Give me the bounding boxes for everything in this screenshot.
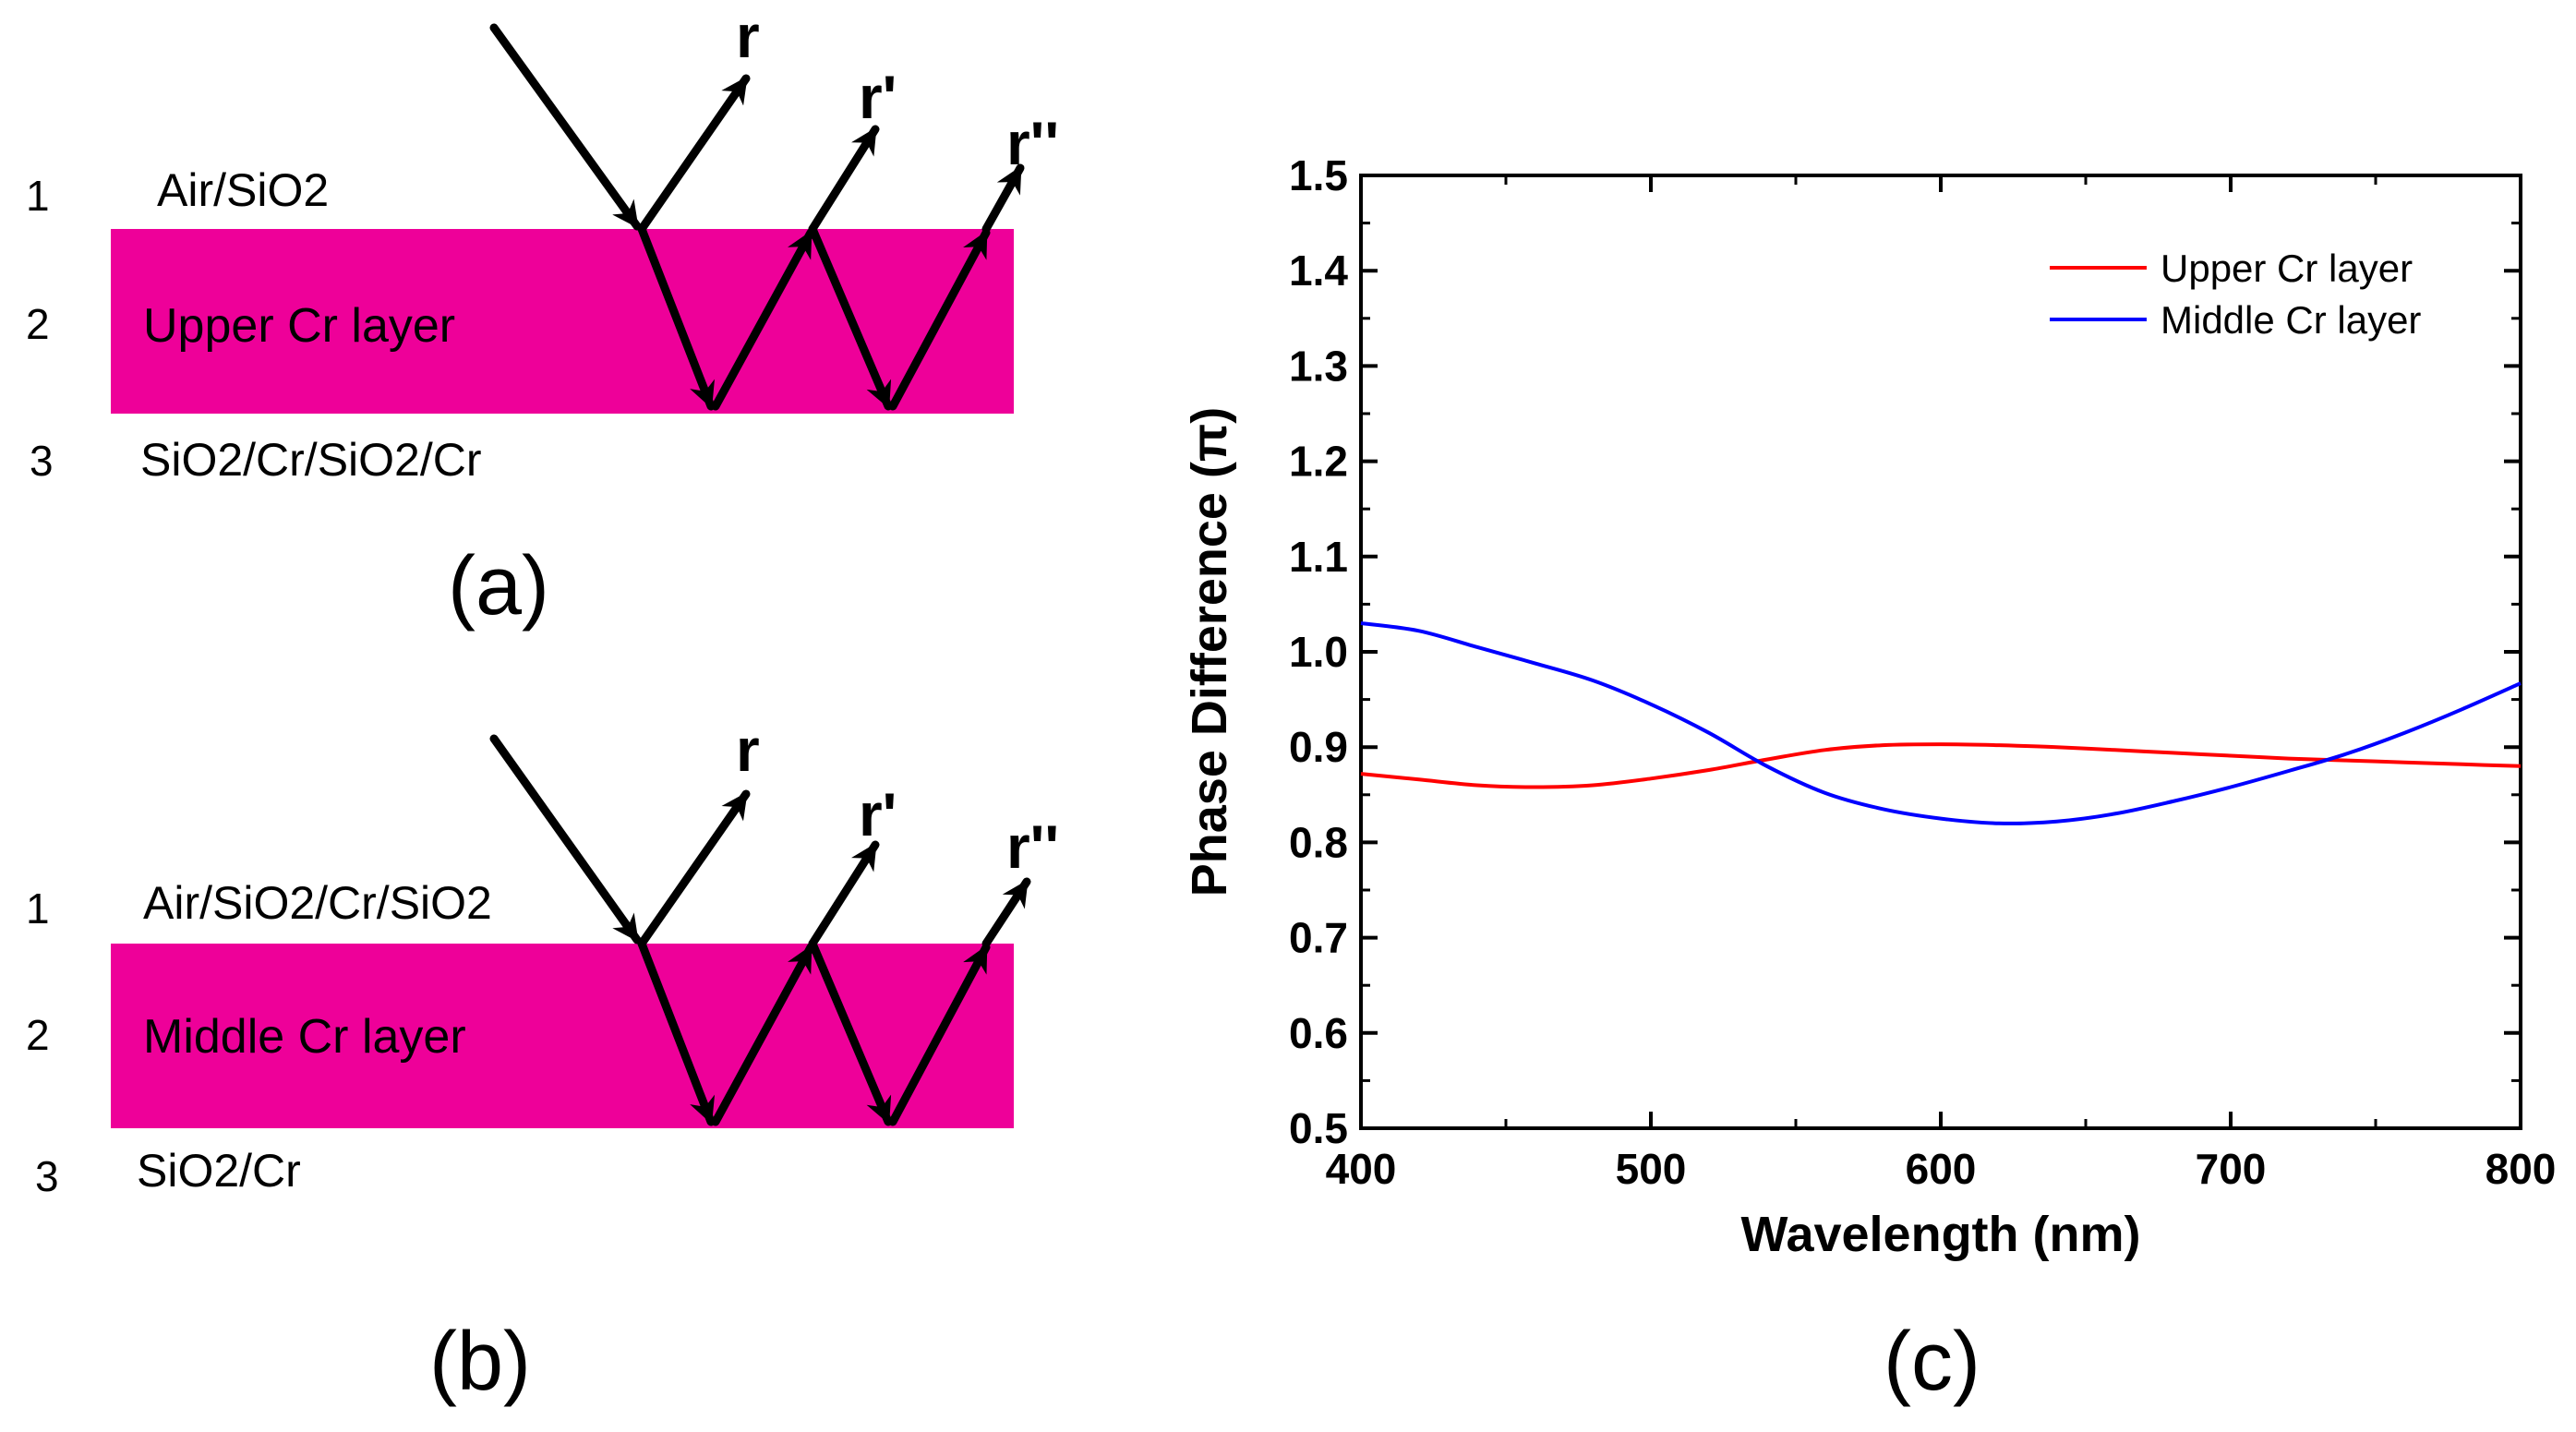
layer-number-1: 1: [26, 172, 50, 220]
layer-number-2: 2: [26, 1011, 50, 1059]
layer-number-3: 3: [30, 437, 54, 485]
y-tick-label: 0.5: [1289, 1104, 1348, 1152]
middle-cr-layer-rect: [111, 944, 1014, 1128]
y-tick-label: 1.0: [1289, 628, 1348, 676]
series-line-middle-cr-layer: [1360, 621, 2522, 825]
panel-c-chart: 0.5 0.6 0.7 0.8 0.9 1.0 1.1 1.2 1.3 1.4 1.5 400 500…: [1182, 151, 2556, 1408]
x-tick-label: 500: [1616, 1145, 1687, 1193]
x-tick-label: 400: [1326, 1145, 1397, 1193]
ray-path: [489, 23, 1025, 411]
top-medium-label: Air/SiO2/Cr/SiO2: [143, 877, 492, 929]
panel-b: 1 2 3 Air/SiO2/Cr/SiO2 Middle Cr layer S…: [26, 716, 1059, 1408]
internal-ray-up-1: [711, 228, 815, 411]
reflection-label-r-prime: r': [859, 63, 897, 131]
x-tick-label: 800: [2486, 1145, 2557, 1193]
reflection-label-r: r: [736, 2, 760, 70]
ray-path: [489, 734, 1031, 1126]
incident-ray: [489, 23, 642, 231]
y-tick-label: 1.4: [1289, 247, 1348, 295]
y-tick-label: 0.7: [1289, 914, 1348, 962]
layer-number-3: 3: [35, 1152, 59, 1200]
layer-number-1: 1: [26, 884, 50, 933]
reflected-ray-r-prime: [808, 840, 880, 948]
reflection-label-r: r: [736, 716, 760, 784]
internal-ray-down-2: [808, 939, 893, 1126]
reflected-ray-r: [637, 74, 751, 234]
internal-ray-up-2: [888, 943, 991, 1126]
reflected-ray-r-double-prime: [981, 163, 1025, 234]
x-tick-label: 700: [2196, 1145, 2267, 1193]
caption-c: (c): [1884, 1316, 1980, 1408]
y-tick-label: 1.1: [1289, 533, 1348, 581]
x-tick-label: 600: [1906, 1145, 1977, 1193]
reflection-label-r-double-prime: r'': [1006, 109, 1059, 177]
layer-name-label: Middle Cr layer: [143, 1010, 466, 1064]
series-line-upper-cr-layer: [1360, 742, 2522, 789]
x-axis-title: Wavelength (nm): [1740, 1207, 2140, 1262]
upper-cr-layer-rect: [111, 229, 1014, 414]
y-tick-label: 0.6: [1289, 1009, 1348, 1057]
reflected-ray-r-double-prime: [981, 877, 1031, 948]
layer-number-2: 2: [26, 300, 50, 348]
y-tick-label: 0.8: [1289, 818, 1348, 866]
top-medium-label: Air/SiO2: [157, 164, 329, 216]
bottom-medium-label: SiO2/Cr: [137, 1145, 301, 1197]
legend: Upper Cr layer Middle Cr layer: [2050, 247, 2421, 342]
bottom-medium-label: SiO2/Cr/SiO2/Cr: [140, 434, 482, 486]
y-tick-label: 1.5: [1289, 151, 1348, 199]
reflection-label-r-double-prime: r'': [1006, 812, 1059, 881]
refracted-ray-1: [637, 939, 716, 1126]
reflected-ray-r: [637, 789, 751, 948]
refracted-ray-1: [637, 224, 716, 411]
internal-ray-up-2: [888, 228, 991, 411]
reflected-ray-r-prime: [808, 125, 880, 234]
incident-ray: [489, 734, 642, 945]
legend-label-upper: Upper Cr layer: [2161, 247, 2413, 290]
y-tick-label: 0.9: [1289, 723, 1348, 771]
internal-ray-up-1: [711, 943, 815, 1126]
y-axis-title: Phase Difference (π): [1182, 407, 1237, 897]
y-axis: 0.5 0.6 0.7 0.8 0.9 1.0 1.1 1.2 1.3 1.4 1.5: [1289, 151, 2521, 1152]
reflection-label-r-prime: r': [859, 780, 897, 848]
y-tick-label: 1.2: [1289, 438, 1348, 486]
series-lines: [1360, 621, 2522, 825]
caption-a: (a): [448, 540, 549, 632]
layer-name-label: Upper Cr layer: [143, 299, 455, 353]
internal-ray-down-2: [808, 224, 893, 411]
panel-a: 1 2 3 Air/SiO2 Upper Cr layer SiO2/Cr/Si…: [26, 2, 1059, 632]
x-axis: 400 500 600 700 800: [1326, 175, 2557, 1193]
legend-label-middle: Middle Cr layer: [2161, 298, 2421, 342]
y-tick-label: 1.3: [1289, 342, 1348, 390]
caption-b: (b): [429, 1316, 531, 1408]
